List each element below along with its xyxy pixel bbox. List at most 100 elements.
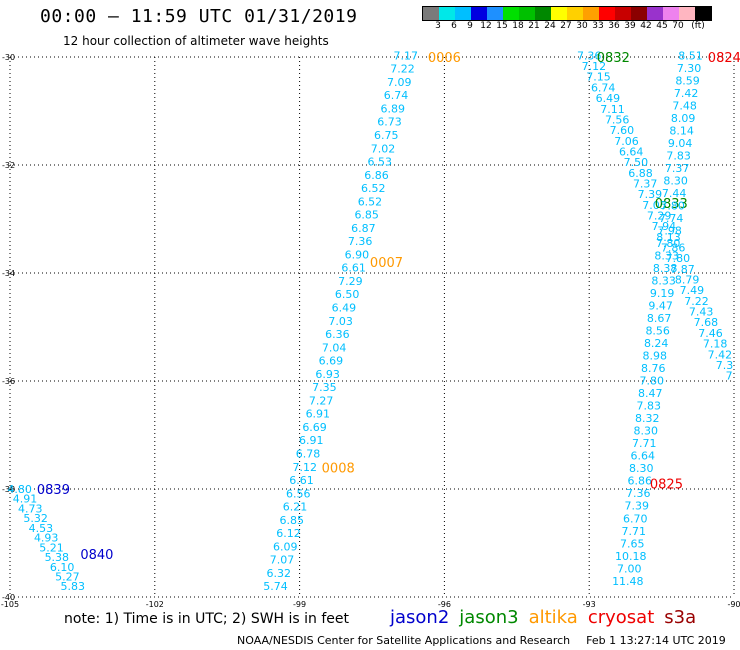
wave-height-value: 6.49 — [332, 302, 357, 315]
color-swatch — [551, 7, 567, 20]
color-swatch — [599, 7, 615, 20]
wave-height-value: 7.17 — [394, 49, 419, 62]
wave-height-value: 7.74 — [659, 212, 684, 225]
wave-height-value: 7.80 — [656, 237, 681, 250]
wave-height-value: 5.21 — [39, 541, 64, 554]
wave-height-value: 6.61 — [341, 262, 366, 275]
wave-height-value: 8.56 — [645, 325, 670, 338]
wave-height-value: 7.11 — [600, 103, 625, 116]
longitude-tick-label: -99 — [293, 600, 306, 609]
color-swatch — [583, 7, 599, 20]
wave-height-value: 8.47 — [638, 387, 663, 400]
wave-height-value: 7.94 — [652, 220, 677, 233]
wave-height-value: 8.30 — [663, 174, 688, 187]
generation-timestamp: Feb 1 13:27:14 UTC 2019 — [586, 634, 726, 647]
wave-height-value: 5.38 — [45, 551, 70, 564]
page-subtitle: 12 hour collection of altimeter wave hei… — [63, 34, 329, 48]
wave-height-value: 8.32 — [635, 412, 660, 425]
color-swatch — [631, 7, 647, 20]
color-scale-label: 36 — [608, 21, 620, 31]
latitude-tick-label: -38 — [2, 485, 15, 494]
pass-time-label: 0839 — [37, 483, 70, 498]
wave-height-value: 6.86 — [628, 475, 653, 488]
wave-height-value: 4.91 — [13, 493, 38, 506]
wave-height-value: 7.68 — [694, 316, 719, 329]
pass-time-label: 0008 — [322, 461, 355, 476]
wave-height-value: 4.53 — [29, 522, 54, 535]
wave-height-value: 6.56 — [286, 487, 311, 500]
color-scale-bar — [422, 6, 712, 21]
color-swatch — [679, 7, 695, 20]
wave-height-value: 7.29 — [338, 275, 363, 288]
wave-height-value: 7.02 — [371, 142, 396, 155]
wave-height-value: 6.21 — [283, 501, 308, 514]
wave-height-value: 6.70 — [623, 512, 648, 525]
wave-height-value: 6.52 — [361, 182, 386, 195]
wave-height-value: 6.86 — [364, 169, 389, 182]
wave-height-value: 7.06 — [614, 135, 639, 148]
credit-footer: NOAA/NESDIS Center for Satellite Applica… — [237, 634, 726, 647]
wave-height-value: 5.74 — [263, 580, 288, 593]
wave-height-value: 7.44 — [662, 187, 687, 200]
wave-height-value: 5.32 — [23, 512, 48, 525]
page-title: 00:00 – 11:59 UTC 01/31/2019 — [40, 6, 358, 27]
pass-time-label: 0825 — [650, 478, 683, 493]
wave-height-value: 8.98 — [642, 350, 667, 363]
wave-height-value: 7.09 — [387, 76, 412, 89]
wave-height-value: 6.85 — [354, 209, 379, 222]
color-scale-label: 24 — [544, 21, 556, 31]
wave-height-value: 6.74 — [591, 81, 616, 94]
color-swatch — [503, 7, 519, 20]
wave-height-value: 7.71 — [632, 437, 657, 450]
longitude-tick-label: -90 — [727, 600, 740, 609]
wave-height-value: 7.15 — [586, 71, 611, 84]
wave-height-value: 4.73 — [18, 502, 43, 515]
wave-height-value: 8.51 — [678, 49, 703, 62]
wave-height-value: 8.14 — [669, 124, 694, 137]
pass-time-label: 0832 — [597, 51, 630, 66]
legend-item-s3a: s3a — [664, 607, 697, 628]
wave-height-value: 4.80 — [7, 483, 32, 496]
credit-text: NOAA/NESDIS Center for Satellite Applica… — [237, 634, 571, 647]
wave-height-value: 6.64 — [619, 145, 644, 158]
wave-height-value: 7.42 — [708, 348, 733, 361]
wave-height-value: 6.32 — [266, 567, 291, 580]
wave-height-value: 6.12 — [276, 527, 301, 540]
units-note: note: 1) Time is in UTC; 2) SWH is in fe… — [64, 611, 350, 627]
color-swatch — [535, 7, 551, 20]
wave-height-value: 7.65 — [620, 537, 645, 550]
wave-height-value: 7.37 — [633, 177, 658, 190]
wave-height-value: 7.80 — [639, 375, 664, 388]
wave-height-value: 6.85 — [280, 514, 305, 527]
wave-height-value: 8.24 — [644, 337, 669, 350]
wave-height-value: 7.43 — [689, 306, 714, 319]
color-swatch — [471, 7, 487, 20]
wave-height-value: 7.22 — [390, 63, 415, 76]
wave-height-value: 7.12 — [582, 60, 607, 73]
wave-height-value: 8.13 — [656, 231, 681, 244]
wave-height-value: 7.98 — [657, 225, 682, 238]
pass-time-label: 0840 — [80, 548, 113, 563]
wave-height-value: 7.36 — [348, 235, 373, 248]
latitude-tick-label: -36 — [2, 377, 15, 386]
color-scale-label: 9 — [467, 21, 473, 31]
color-scale-label: 70 — [672, 21, 684, 31]
latitude-tick-label: -30 — [2, 53, 15, 62]
latitude-tick-label: -32 — [2, 161, 15, 170]
wave-height-value: 7.00 — [617, 562, 642, 575]
wave-height-value: 7.80 — [660, 200, 685, 213]
color-scale-label: 39 — [624, 21, 636, 31]
wave-height-value: 9.47 — [648, 300, 673, 313]
wave-height-value: 6.36 — [325, 328, 350, 341]
wave-height-value: 10.18 — [615, 550, 647, 563]
wave-height-value: 6.10 — [50, 561, 75, 574]
wave-height-value: 7.80 — [666, 252, 691, 265]
wave-height-value: 6.52 — [358, 195, 383, 208]
wave-height-value: 7.56 — [605, 113, 630, 126]
satellite-legend: jason2 jason3 altika cryosat s3a — [390, 607, 706, 628]
wave-height-value: 7.39 — [625, 500, 650, 513]
wave-height-value: 7.12 — [293, 461, 318, 474]
wave-height-value: 7.71 — [622, 525, 647, 538]
